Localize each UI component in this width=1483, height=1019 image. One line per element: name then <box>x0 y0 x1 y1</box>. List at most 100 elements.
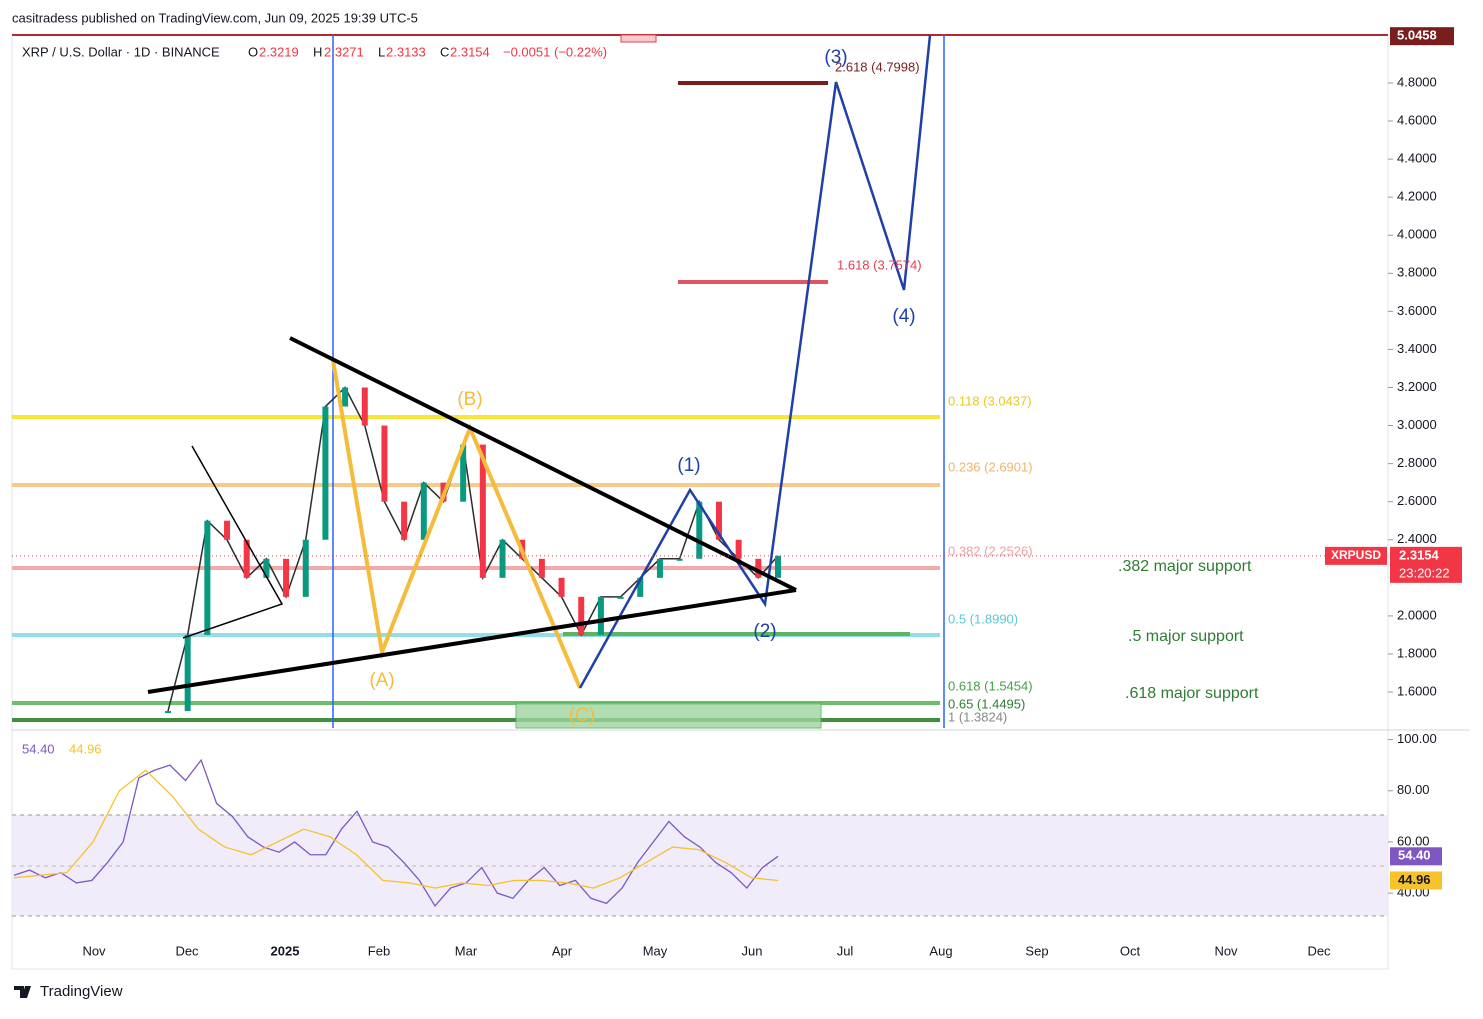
wave-label: (1) <box>677 455 700 476</box>
x-tick-label: Feb <box>368 943 390 958</box>
candle <box>243 539 250 578</box>
rsi-tick-label: 60.00 <box>1397 833 1430 848</box>
rsi-line <box>13 758 779 908</box>
publisher: casitradess published on TradingView.com… <box>12 10 418 25</box>
candle <box>302 539 309 597</box>
ohlc-value: 2.3133 <box>386 44 426 59</box>
annotation: .5 major support <box>1128 628 1244 645</box>
x-tick-label: Nov <box>1214 943 1238 958</box>
x-tick-label: Oct <box>1120 943 1141 958</box>
y-tick-label: 3.2000 <box>1397 379 1437 394</box>
candle <box>715 501 722 540</box>
candle <box>775 555 781 578</box>
candle <box>361 387 368 426</box>
zone <box>620 34 657 43</box>
candle <box>204 520 211 635</box>
price-label: 2.3154 <box>1399 547 1440 562</box>
ohlc-label: L <box>378 44 385 59</box>
x-tick-label: Apr <box>552 943 573 958</box>
symbol-label: XRPUSD <box>1331 548 1381 562</box>
x-tick-label: 2025 <box>271 943 300 958</box>
rsi-tick-label: 100.00 <box>1397 731 1437 746</box>
ohlc-change: −0.0051 (−0.22%) <box>503 44 607 59</box>
candle <box>263 558 270 578</box>
candle <box>735 539 742 559</box>
x-tick-label: Jul <box>837 943 854 958</box>
y-tick-label: 4.6000 <box>1397 112 1437 127</box>
symbol-box <box>1325 546 1387 565</box>
annotation: .618 major support <box>1125 685 1259 702</box>
footer-logo: TradingView <box>40 983 123 1000</box>
y-tick-label: 1.6000 <box>1397 683 1437 698</box>
y-tick-label: 4.0000 <box>1397 227 1437 242</box>
price-box <box>1390 546 1462 583</box>
x-tick-label: May <box>643 943 668 958</box>
candle <box>479 444 486 578</box>
ohlc-value: 2.3271 <box>324 44 364 59</box>
fib-label: 1 (1.3824) <box>948 709 1007 724</box>
wave-label: (C) <box>569 705 595 726</box>
candle <box>578 596 585 635</box>
wave-label: (3) <box>824 47 847 68</box>
ohlc-value: 2.3154 <box>450 44 490 59</box>
candle <box>499 539 506 578</box>
fib-label: 0.382 (2.2526) <box>948 543 1033 558</box>
candle <box>420 482 427 540</box>
annotation: .382 major support <box>1118 558 1252 575</box>
rsi-line <box>13 769 779 889</box>
fib-label: 1.618 (3.7574) <box>837 257 922 272</box>
wave-label: (A) <box>369 670 394 691</box>
ohlc-label: O <box>248 44 258 59</box>
triangle <box>182 445 284 639</box>
x-tick-label: Mar <box>455 943 478 958</box>
candle <box>755 558 762 578</box>
abc-wave <box>331 359 582 689</box>
logo-icon <box>14 986 31 998</box>
fib-label: 0.5 (1.8990) <box>948 611 1018 626</box>
rsi-value-label: 44.96 <box>1398 872 1431 887</box>
rsi-value-label: 54.40 <box>1398 848 1431 863</box>
y-tick-label: 4.2000 <box>1397 189 1437 204</box>
x-tick-label: Nov <box>82 943 106 958</box>
candle <box>656 558 663 578</box>
candle <box>460 444 467 502</box>
fib-label: 0.618 (1.5454) <box>948 678 1033 693</box>
wave-label: (4) <box>892 306 915 327</box>
candle <box>342 387 349 407</box>
wave-label: (B) <box>457 389 482 410</box>
wave-label: (2) <box>753 621 776 642</box>
x-tick-label: Dec <box>175 943 199 958</box>
y-tick-label: 4.8000 <box>1397 74 1437 89</box>
rsi-legend: 44.96 <box>69 741 102 756</box>
y-tick-label: 2.4000 <box>1397 531 1437 546</box>
y-tick-label: 2.6000 <box>1397 493 1437 508</box>
y-tick-label: 2.8000 <box>1397 455 1437 470</box>
ohlc-label: H <box>313 44 322 59</box>
candle <box>184 634 191 712</box>
high-box <box>1390 27 1454 46</box>
y-tick-label: 3.6000 <box>1397 303 1437 318</box>
y-tick-label: 4.4000 <box>1397 151 1437 166</box>
candle <box>558 577 565 597</box>
x-tick-label: Aug <box>929 943 952 958</box>
high-label: 5.0458 <box>1397 28 1437 43</box>
candle <box>696 501 703 559</box>
candle <box>381 425 388 502</box>
ohlc-label: C <box>440 44 449 59</box>
fib-label: 2.618 (4.7998) <box>835 59 920 74</box>
y-tick-label: 3.0000 <box>1397 417 1437 432</box>
trendline <box>289 336 797 592</box>
rsi-legend: 54.40 <box>22 741 55 756</box>
fib-label: 0.118 (3.0437) <box>948 393 1032 408</box>
symbol: XRP / U.S. Dollar · 1D · BINANCE <box>22 44 220 59</box>
x-tick-label: Sep <box>1025 943 1048 958</box>
candle <box>224 520 231 540</box>
y-tick-label: 3.4000 <box>1397 341 1437 356</box>
y-tick-label: 3.8000 <box>1397 265 1437 280</box>
countdown: 23:20:22 <box>1399 565 1450 580</box>
y-tick-label: 2.0000 <box>1397 607 1437 622</box>
candle <box>283 558 290 597</box>
candle <box>637 577 644 597</box>
rsi-value-box <box>1390 847 1442 866</box>
ohlc-value: 2.3219 <box>259 44 299 59</box>
